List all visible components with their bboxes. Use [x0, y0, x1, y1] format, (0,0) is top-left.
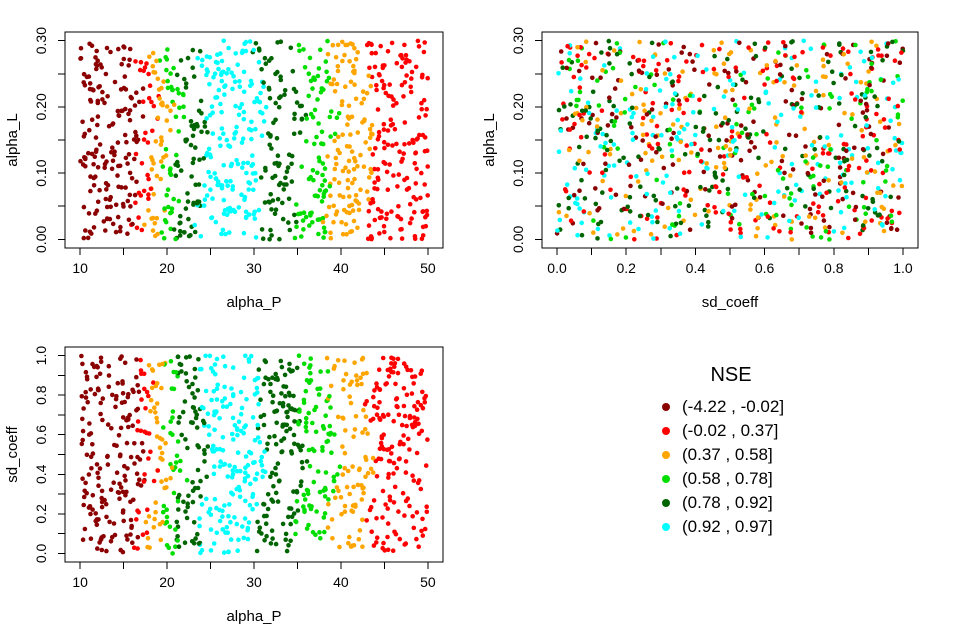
- x-axis-title: alpha_P: [226, 294, 281, 311]
- legend-item-label: (0.92 , 0.97]: [682, 517, 773, 536]
- x-tick-label: 50: [420, 574, 436, 590]
- y-tick-label: 0.00: [510, 226, 526, 253]
- plot-alphaP-vs-alphaL: 10 20 30 40 50 0.00 0.10 0.20 0.30 alpha_P alpha_L: [4, 27, 444, 311]
- y-tick-label: 0.20: [33, 93, 49, 120]
- legend-swatch-icon: [662, 403, 670, 411]
- y-tick-label: 0.0: [33, 543, 49, 563]
- legend-item: (0.58 , 0.78]: [640, 467, 784, 491]
- y-axis-title: alpha_L: [481, 113, 498, 166]
- x-tick-label: 30: [246, 260, 262, 276]
- y-axis-title: alpha_L: [4, 113, 21, 166]
- legend-swatch-icon: [662, 523, 670, 531]
- y-tick-label: 0.8: [33, 385, 49, 405]
- x-axis-title: sd_coeff: [702, 294, 759, 311]
- legend-item-label: (-0.02 , 0.37]: [682, 421, 779, 440]
- legend-title: NSE: [710, 364, 752, 386]
- legend-swatch-icon: [662, 427, 670, 435]
- x-tick-label: 30: [246, 574, 262, 590]
- legend-item-label: (0.78 , 0.92]: [682, 493, 773, 512]
- legend-item: (-4.22 , -0.02]: [640, 395, 784, 419]
- x-tick-label: 1.0: [893, 260, 913, 276]
- x-tick-label: 50: [420, 260, 436, 276]
- legend-item: (-0.02 , 0.37]: [640, 419, 784, 443]
- x-tick-label: 10: [72, 574, 88, 590]
- y-tick-label: 0.00: [33, 226, 49, 253]
- x-tick-label: 20: [159, 574, 175, 590]
- x-tick-label: 0.4: [686, 260, 706, 276]
- y-tick-label: 0.20: [510, 93, 526, 120]
- scatter-points: [78, 38, 431, 242]
- y-tick-label: 1.0: [33, 346, 49, 366]
- x-tick-label: 0.2: [616, 260, 636, 276]
- plot-alphaP-vs-sdcoeff: 10 20 30 40 50 0.0 0.2 0.4 0.6 0.8 1.0 alpha_P sd_co…: [4, 346, 444, 625]
- legend-item-label: (0.58 , 0.78]: [682, 469, 773, 488]
- y-tick-label: 0.30: [33, 27, 49, 54]
- legend-item: (0.37 , 0.58]: [640, 443, 784, 467]
- y-tick-label: 0.2: [33, 504, 49, 524]
- legend-swatch-icon: [662, 499, 670, 507]
- legend-swatch-icon: [662, 475, 670, 483]
- y-axis-title: sd_coeff: [4, 425, 21, 482]
- x-tick-label: 0.8: [824, 260, 844, 276]
- y-tick-label: 0.30: [510, 27, 526, 54]
- y-tick-label: 0.10: [33, 159, 49, 186]
- x-tick-label: 10: [72, 260, 88, 276]
- y-tick-label: 0.6: [33, 425, 49, 445]
- legend-item-label: (-4.22 , -0.02]: [682, 397, 785, 416]
- x-tick-label: 0.0: [547, 260, 567, 276]
- x-tick-label: 40: [333, 574, 349, 590]
- legend-swatch-icon: [662, 451, 670, 459]
- legend-item: (0.78 , 0.92]: [640, 491, 784, 515]
- legend-item: (0.92 , 0.97]: [640, 515, 784, 539]
- plot-sdcoeff-vs-alphaL: 0.0 0.2 0.4 0.6 0.8 1.0 0.00 0.10 0.20 0.30 sd_coe…: [481, 27, 919, 311]
- x-tick-label: 40: [333, 260, 349, 276]
- legend-rows: (-4.22 , -0.02] (-0.02 , 0.37] (0.37 , 0…: [640, 395, 784, 539]
- legend-item-label: (0.37 , 0.58]: [682, 445, 773, 464]
- x-axis-title: alpha_P: [226, 608, 281, 625]
- x-tick-label: 0.6: [755, 260, 775, 276]
- y-tick-label: 0.4: [33, 464, 49, 484]
- x-tick-label: 20: [159, 260, 175, 276]
- y-tick-label: 0.10: [510, 159, 526, 186]
- scatter-points: [79, 353, 430, 556]
- scatter-points: [554, 38, 906, 242]
